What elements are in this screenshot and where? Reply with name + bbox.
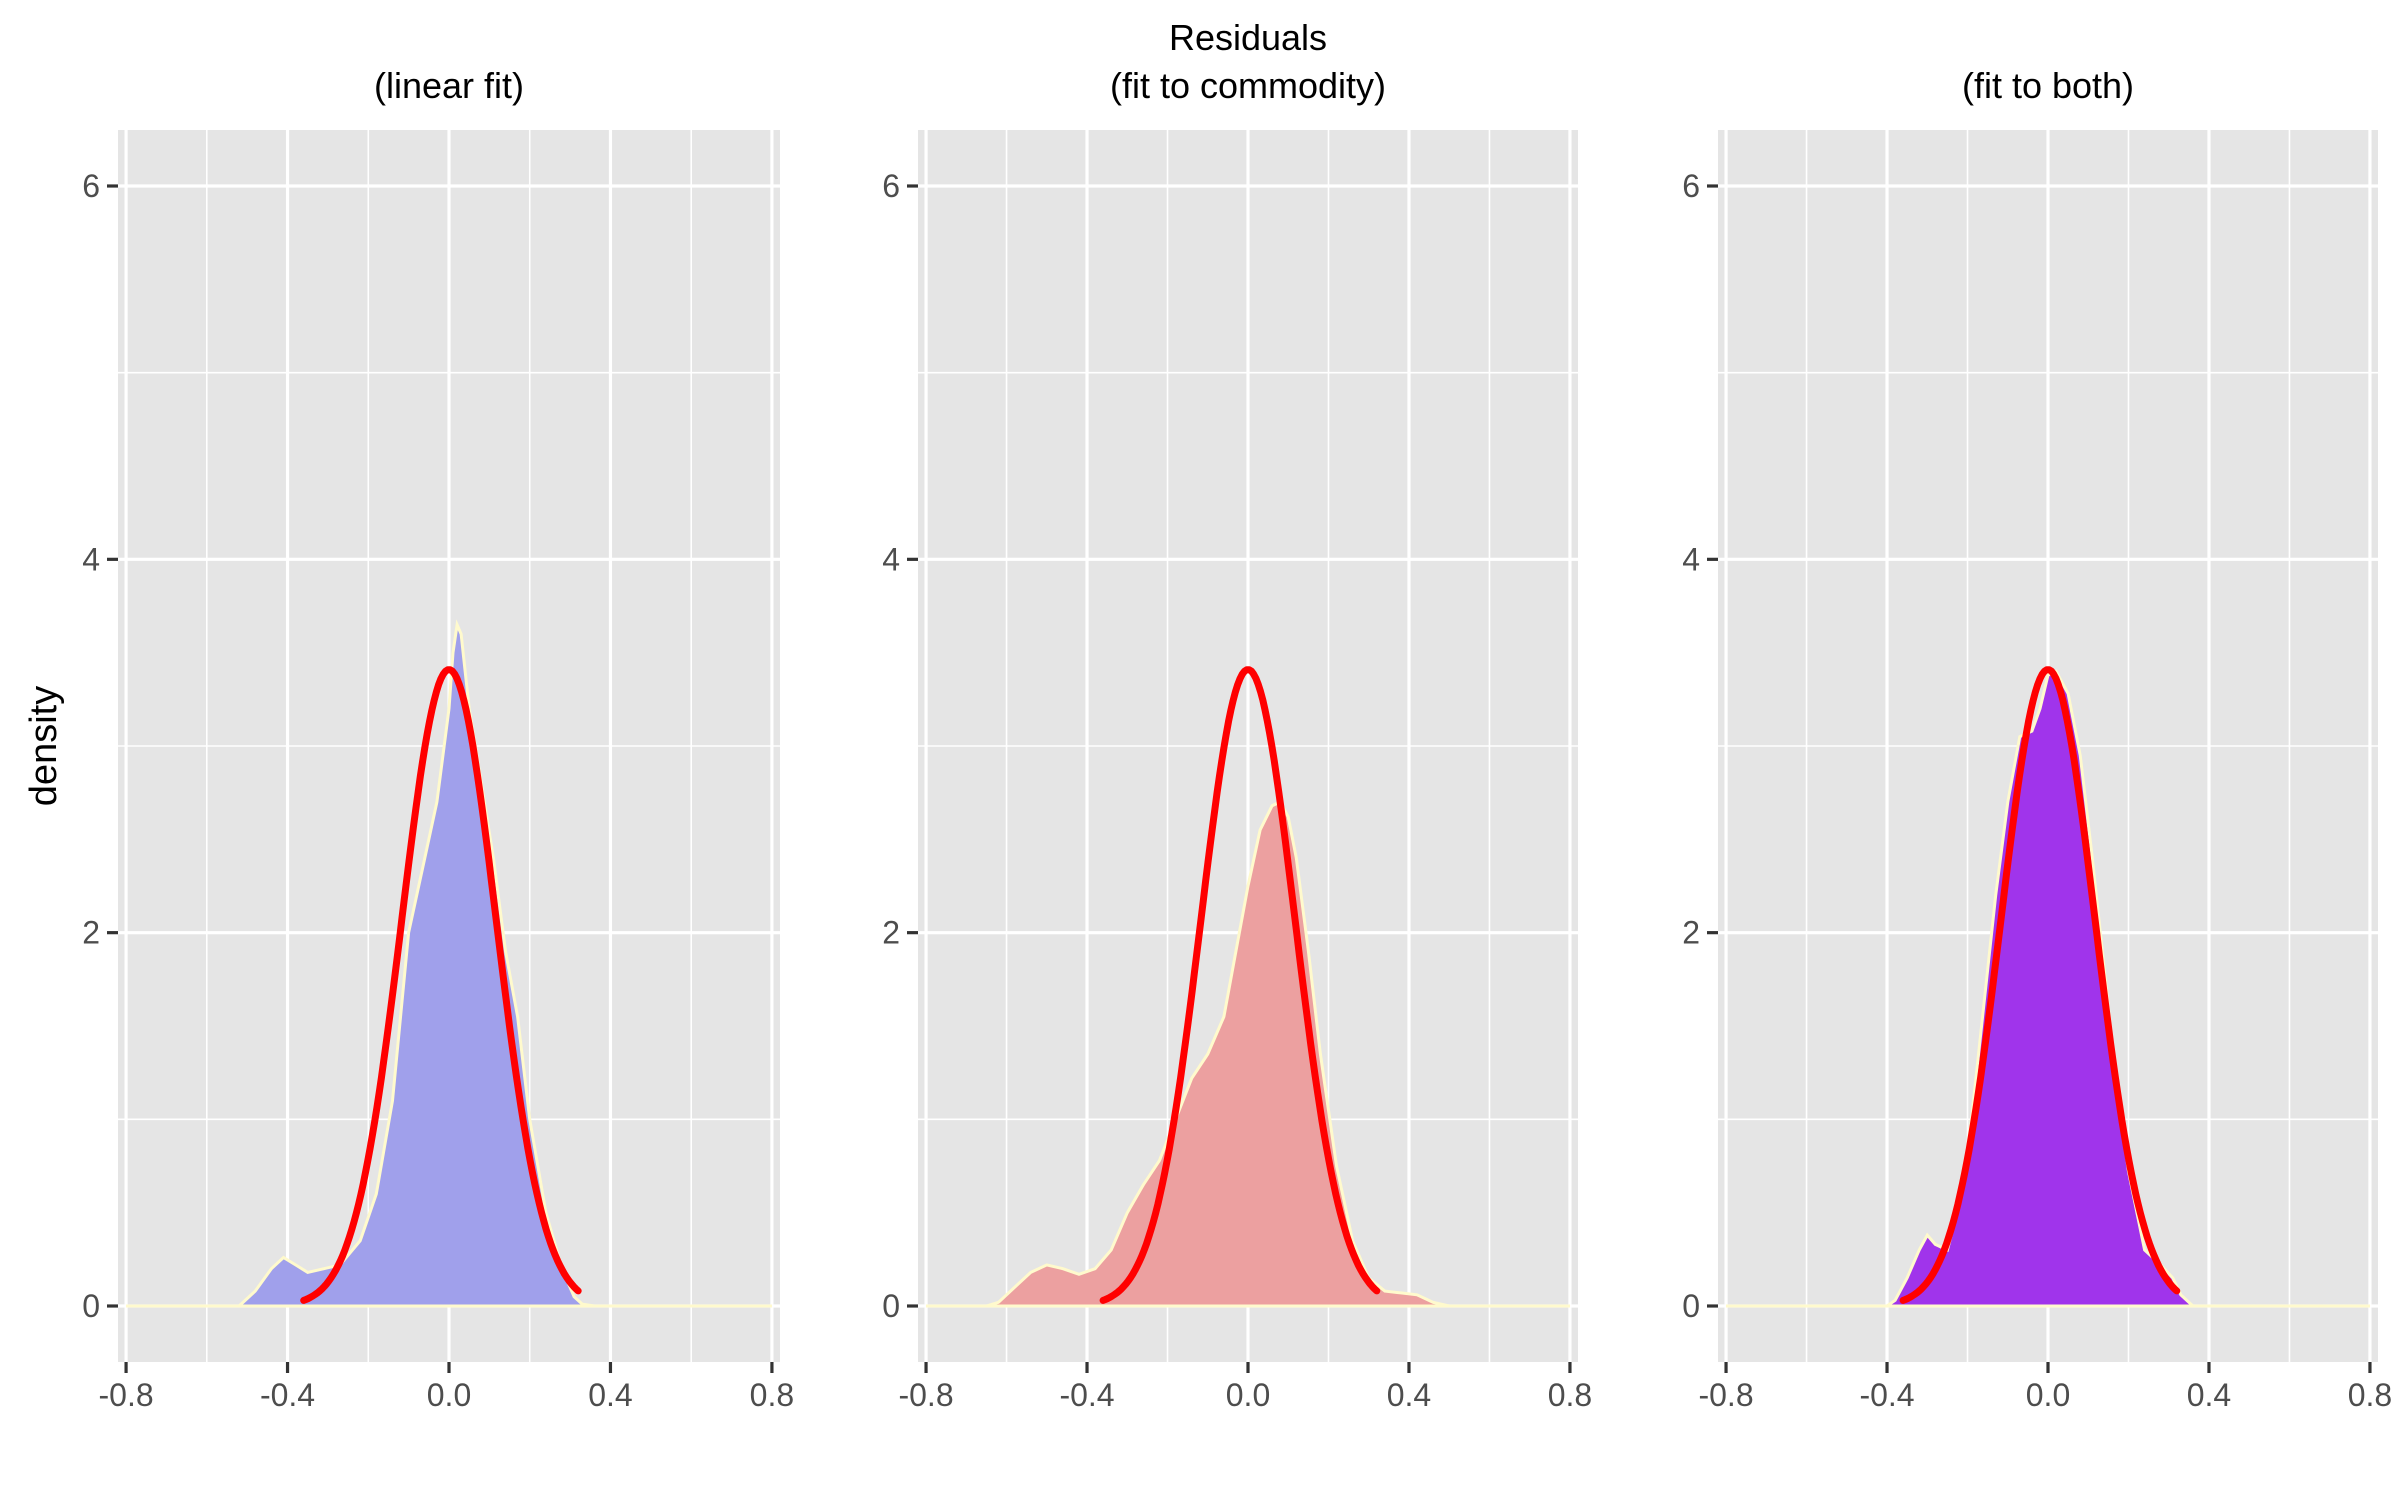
panel-subtitle: (fit to both) bbox=[1962, 65, 2134, 106]
y-tick-label: 6 bbox=[1682, 168, 1700, 204]
x-tick-label: -0.8 bbox=[99, 1377, 154, 1413]
x-tick-label: 0.4 bbox=[2187, 1377, 2231, 1413]
normal-curve bbox=[1899, 666, 2181, 1304]
x-tick-label: 0.4 bbox=[588, 1377, 632, 1413]
x-tick-label: -0.4 bbox=[260, 1377, 315, 1413]
panel-3: -0.8 -0.4 0.0 0.4 0.8 0 2 4 6 (fit to both) bbox=[1682, 65, 2392, 1413]
y-tick-label: 0 bbox=[1682, 1288, 1700, 1324]
y-tick-label: 2 bbox=[882, 915, 900, 951]
panel-2: -0.8 -0.4 0.0 0.4 0.8 0 2 4 6 Residuals (fit to co… bbox=[882, 17, 1592, 1413]
density-area bbox=[1726, 669, 2370, 1308]
x-tick-label: 0.0 bbox=[427, 1377, 471, 1413]
normal-curve bbox=[1099, 666, 1381, 1304]
y-tick-label: 4 bbox=[882, 541, 900, 577]
x-tick-label: -0.8 bbox=[1698, 1377, 1753, 1413]
x-tick-label: -0.8 bbox=[898, 1377, 953, 1413]
y-tick-label: 0 bbox=[882, 1288, 900, 1324]
y-tick-label: 6 bbox=[882, 168, 900, 204]
normal-curve bbox=[300, 666, 582, 1304]
y-axis-label: density bbox=[23, 686, 65, 806]
y-tick-label: 0 bbox=[82, 1288, 100, 1324]
density-area bbox=[926, 800, 1570, 1308]
y-tick-label: 2 bbox=[82, 915, 100, 951]
x-tick-label: 0.8 bbox=[2348, 1377, 2392, 1413]
density-area bbox=[126, 619, 772, 1308]
y-tick-label: 6 bbox=[82, 168, 100, 204]
x-tick-label: 0.4 bbox=[1387, 1377, 1431, 1413]
x-tick-label: 0.0 bbox=[1226, 1377, 1270, 1413]
x-tick-label: 0.8 bbox=[750, 1377, 794, 1413]
panel-1: -0.8 -0.4 0.0 0.4 0.8 0 2 4 6 (linear fit) density bbox=[23, 65, 794, 1413]
chart-title: Residuals bbox=[1169, 17, 1327, 58]
x-tick-label: 0.8 bbox=[1548, 1377, 1592, 1413]
panel-subtitle: (linear fit) bbox=[374, 65, 524, 106]
x-tick-label: -0.4 bbox=[1859, 1377, 1914, 1413]
y-tick-label: 2 bbox=[1682, 915, 1700, 951]
panel-subtitle: (fit to commodity) bbox=[1110, 65, 1386, 106]
y-tick-label: 4 bbox=[82, 541, 100, 577]
x-tick-label: -0.4 bbox=[1059, 1377, 1114, 1413]
x-tick-label: 0.0 bbox=[2026, 1377, 2070, 1413]
y-tick-label: 4 bbox=[1682, 541, 1700, 577]
